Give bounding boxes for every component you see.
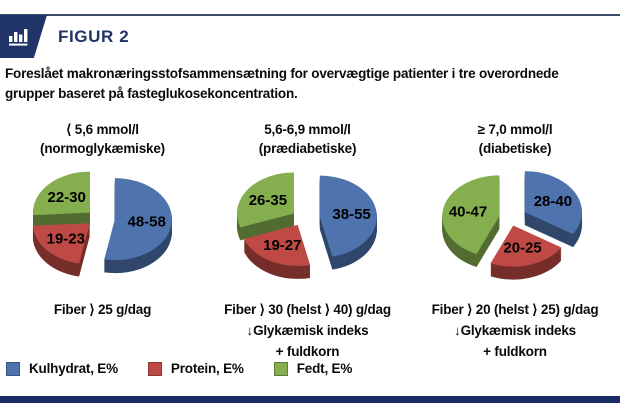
- pie-3d-chart: 38-55 19-27 26-35: [236, 172, 377, 279]
- figure-description: Foreslået makronæringsstofsammensætning …: [5, 66, 559, 101]
- pie-slice: [32, 223, 90, 264]
- pie-slice-label: 40-47: [449, 204, 487, 221]
- pie-slice: [319, 175, 377, 257]
- pie-slice: [442, 175, 500, 255]
- legend-item: Kulhydrat, E%: [6, 361, 118, 376]
- pie-charts-row: ⟨ 5,6 mmol/l (normoglykæmiske) 48-58 19-23…: [0, 116, 620, 362]
- pie-slice-label: 38-55: [332, 206, 370, 223]
- figure-title: FIGUR 2: [58, 27, 130, 46]
- pie-3d-chart: 48-58 19-23 22-30: [32, 171, 172, 277]
- pie-chart-caption: Fiber ⟩ 20 (helst ⟩ 25) g/dag ↓Glykæmisk…: [431, 302, 599, 359]
- pie-slice-label: 19-27: [263, 237, 301, 254]
- legend-swatch: [147, 361, 162, 376]
- pie-slice: [236, 172, 294, 228]
- bottom-bar: [0, 396, 620, 403]
- pie-chart-caption: Fiber ⟩ 30 (helst ⟩ 40) g/dag ↓Glykæmisk…: [224, 302, 391, 359]
- top-rule: [0, 14, 620, 16]
- pie-slice: [524, 171, 582, 235]
- pie-slice-label: 28-40: [534, 193, 572, 210]
- legend-swatch: [273, 361, 288, 376]
- pie-chart-group-3: ≥ 7,0 mmol/l (diabetiske) 28-40 20-25 40-47…: [410, 116, 620, 362]
- pie-slice-label: 22-30: [47, 189, 85, 206]
- legend: Kulhydrat, E% Protein, E% Fedt, E%: [6, 361, 382, 376]
- bar-chart-icon: [9, 29, 28, 46]
- pie-slice-label: 19-23: [46, 230, 84, 247]
- legend-label: Fedt, E%: [296, 361, 353, 376]
- pie-chart-header: ≥ 7,0 mmol/l (diabetiske): [477, 122, 553, 156]
- pie-3d-chart: 28-40 20-25 40-47: [442, 171, 582, 280]
- legend-swatch: [6, 361, 20, 376]
- pie-chart-caption: Fiber ⟩ 25 g/dag: [53, 302, 152, 317]
- legend-label: Protein, E%: [170, 361, 244, 376]
- pie-slice-label: 20-25: [503, 240, 541, 257]
- figure-badge: [0, 15, 47, 58]
- legend-item: Fedt, E%: [273, 361, 353, 376]
- legend-label: Kulhydrat, E%: [29, 361, 118, 376]
- pie-chart-header: ⟨ 5,6 mmol/l (normoglykæmiske): [40, 122, 165, 156]
- pie-slice-label: 48-58: [127, 213, 165, 230]
- legend-item: Protein, E%: [147, 361, 244, 376]
- pie-chart-group-1: ⟨ 5,6 mmol/l (normoglykæmiske) 48-58 19-23…: [0, 116, 205, 362]
- pie-chart-group-2: 5,6-6,9 mmol/l (prædiabetiske) 38-55 19-27…: [205, 116, 410, 362]
- pie-slice: [490, 225, 562, 267]
- pie-slice: [32, 171, 90, 216]
- pie-chart-header: 5,6-6,9 mmol/l (prædiabetiske): [258, 122, 357, 156]
- pie-slice-label: 26-35: [248, 192, 286, 209]
- pie-slice: [103, 178, 172, 261]
- pie-slice: [243, 224, 310, 266]
